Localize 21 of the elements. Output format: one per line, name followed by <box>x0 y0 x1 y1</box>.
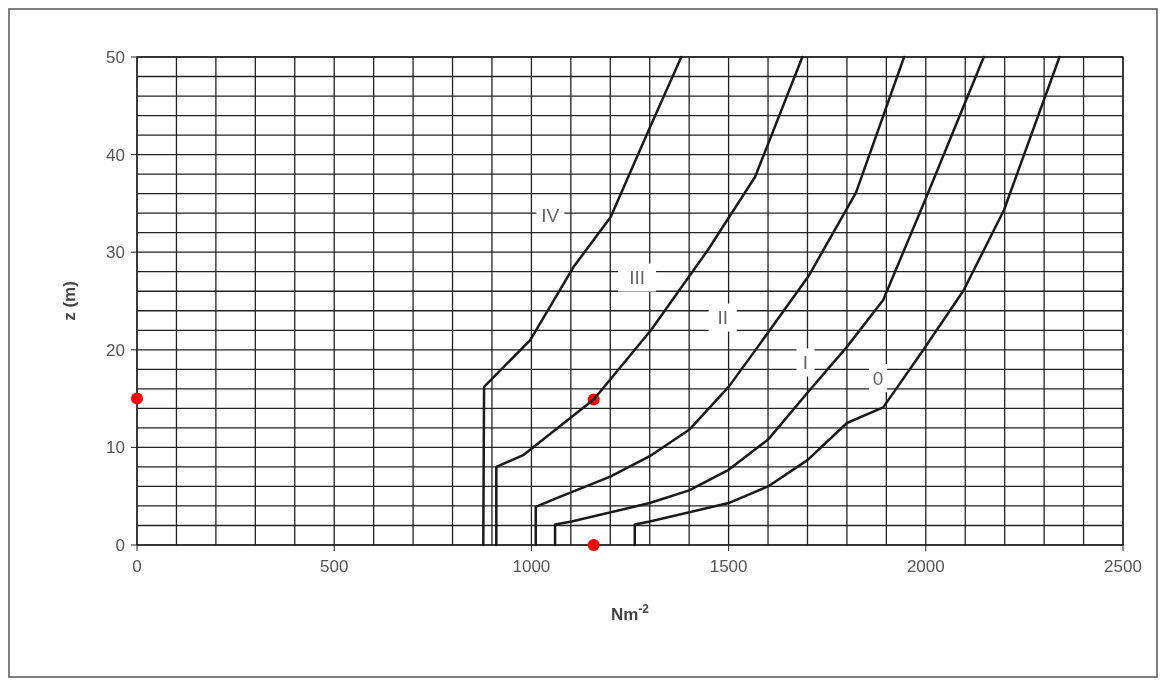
y-tick-label: 0 <box>115 535 125 555</box>
annotation: 0 <box>872 367 884 389</box>
point <box>131 392 143 405</box>
annotation: I <box>802 352 809 374</box>
y-tick-label: 40 <box>106 145 125 165</box>
x-tick-label: 2000 <box>906 557 945 576</box>
x-tick-label: 2500 <box>1104 557 1142 576</box>
x-tick-label: 1000 <box>512 557 551 576</box>
point <box>587 539 600 551</box>
annotation: IV <box>541 204 560 226</box>
x-axis-title: Nm$^{-2}$ <box>611 602 650 624</box>
y-axis-title: z (m) <box>60 281 79 321</box>
y-tick-label: 50 <box>106 47 125 67</box>
x-tick-label: 500 <box>320 557 349 576</box>
y-tick-label: 30 <box>106 243 125 263</box>
annotation: II <box>717 307 728 329</box>
annotation: III <box>629 267 646 289</box>
x-tick-label: 1500 <box>709 557 748 576</box>
x-tick-label: 0 <box>132 557 142 576</box>
y-tick-label: 10 <box>106 438 125 458</box>
y-tick-label: 20 <box>106 340 125 360</box>
